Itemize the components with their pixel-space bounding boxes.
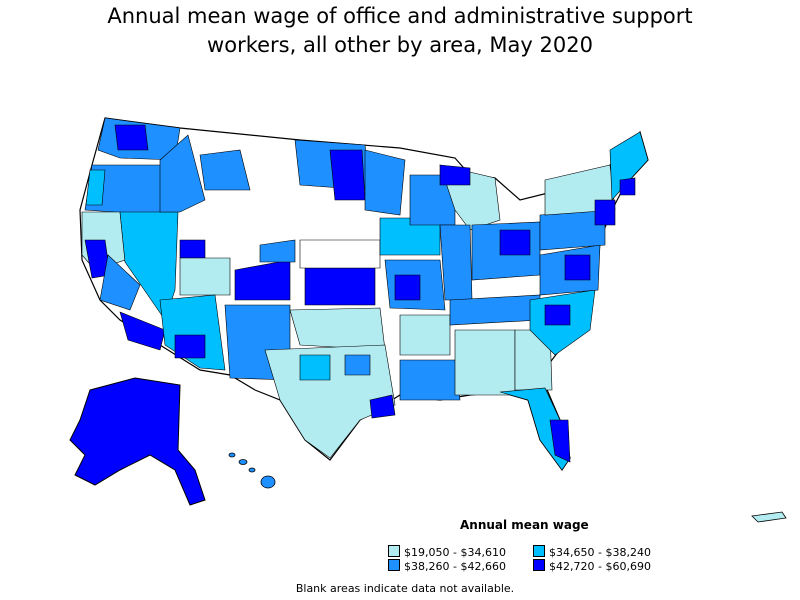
map-title-line-1: Annual mean wage of office and administr…	[107, 4, 693, 28]
legend-swatch-3	[388, 559, 400, 571]
region-montana-east	[199, 149, 251, 191]
region-florida	[499, 387, 571, 471]
region-louisiana	[399, 359, 461, 401]
region-arizona	[159, 294, 226, 371]
region-dallas	[344, 354, 371, 376]
region-oklahoma	[289, 307, 386, 351]
legend-title: Annual mean wage	[460, 518, 589, 532]
legend-label-4: $42,720 - $60,690	[549, 560, 651, 573]
region-nc-core	[544, 304, 571, 326]
region-nyc	[594, 199, 616, 226]
legend-swatch-4	[533, 559, 545, 571]
legend-swatch-2	[533, 545, 545, 557]
legend-item-4: $42,720 - $60,690	[533, 559, 651, 574]
region-new-england	[609, 131, 649, 201]
region-oregon-coast	[85, 169, 106, 206]
legend-label-2: $34,650 - $38,240	[549, 546, 651, 559]
region-el-paso	[299, 354, 331, 381]
region-mi-up	[439, 164, 471, 186]
region-south-florida	[549, 419, 571, 463]
region-nd-core	[329, 149, 366, 201]
region-ms-al	[454, 329, 516, 396]
region-idaho	[159, 134, 206, 213]
region-colorado-a	[234, 259, 291, 301]
legend-item-3: $38,260 - $42,660	[388, 559, 506, 574]
puerto-rico-shape	[751, 511, 787, 523]
legend-label-3: $38,260 - $42,660	[404, 560, 506, 573]
region-tennessee	[449, 294, 541, 326]
alaska-shape	[69, 377, 206, 506]
region-central-cal	[99, 254, 141, 311]
map-title: Annual mean wage of office and administr…	[0, 2, 800, 60]
region-kansas	[304, 267, 376, 306]
region-colorado-b	[259, 239, 296, 263]
legend-item-1: $19,050 - $34,610	[388, 545, 506, 560]
map-title-line-2: workers, all other by area, May 2020	[207, 33, 593, 57]
legend-item-2: $34,650 - $38,240	[533, 545, 651, 560]
region-seattle	[114, 124, 149, 151]
region-utah-a	[179, 239, 206, 259]
region-dc	[564, 254, 591, 281]
data-availability-note: Blank areas indicate data not available.	[295, 582, 515, 595]
region-socal	[119, 311, 166, 351]
legend-label-1: $19,050 - $34,610	[404, 546, 506, 559]
region-arkansas	[399, 314, 451, 356]
region-utah-b	[179, 257, 231, 296]
region-minnesota-core	[364, 149, 406, 216]
region-fills	[81, 117, 649, 471]
region-houston	[369, 394, 396, 419]
region-kc-stl	[394, 274, 421, 301]
legend-swatch-1	[388, 545, 400, 557]
region-boston	[619, 177, 636, 196]
region-nebraska	[299, 239, 381, 269]
region-phoenix	[174, 334, 206, 359]
region-illinois	[439, 224, 473, 301]
hawaii-islands	[228, 452, 276, 489]
region-ohio-core	[499, 229, 531, 256]
